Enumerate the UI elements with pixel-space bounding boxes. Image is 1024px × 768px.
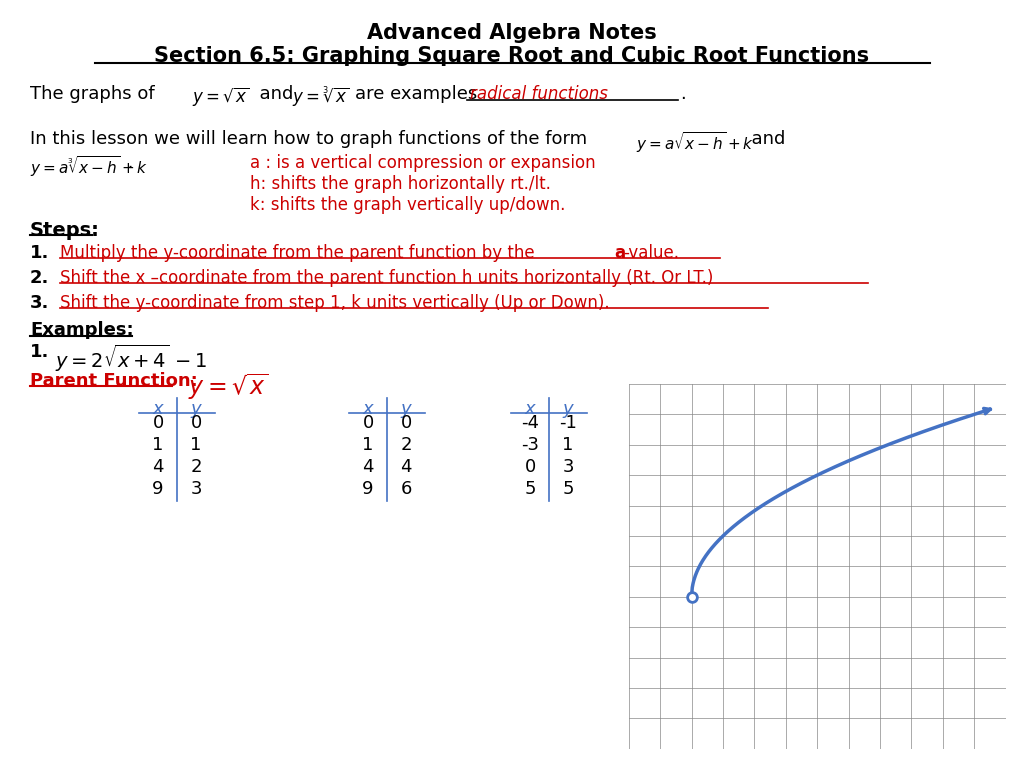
Text: 3.: 3. <box>30 294 49 312</box>
Text: 1: 1 <box>190 436 202 454</box>
Text: 0: 0 <box>153 414 164 432</box>
Text: x: x <box>153 400 163 418</box>
Text: 1: 1 <box>362 436 374 454</box>
Text: k: shifts the graph vertically up/down.: k: shifts the graph vertically up/down. <box>250 196 565 214</box>
Text: and: and <box>740 130 785 148</box>
Text: 1: 1 <box>562 436 573 454</box>
Text: -3: -3 <box>521 436 539 454</box>
Text: Shift the x –coordinate from the parent function h units horizontally (Rt. Or LT: Shift the x –coordinate from the parent … <box>60 269 714 287</box>
Text: 1.: 1. <box>30 343 49 361</box>
Text: a : is a vertical compression or expansion: a : is a vertical compression or expansi… <box>250 154 596 172</box>
Text: 4: 4 <box>153 458 164 476</box>
Text: .: . <box>122 154 133 172</box>
Text: Advanced Algebra Notes: Advanced Algebra Notes <box>368 23 656 43</box>
Text: 4: 4 <box>400 458 412 476</box>
Text: 5: 5 <box>524 480 536 498</box>
Text: 9: 9 <box>362 480 374 498</box>
Text: 9: 9 <box>153 480 164 498</box>
Text: $y = 2\sqrt{x+4}\,-1$: $y = 2\sqrt{x+4}\,-1$ <box>55 343 207 374</box>
Text: y: y <box>190 400 202 418</box>
Text: 0: 0 <box>400 414 412 432</box>
Text: -value.: -value. <box>623 244 679 262</box>
Text: 0: 0 <box>524 458 536 476</box>
Text: .: . <box>680 85 686 103</box>
Text: $y=a\sqrt{x-h}+k$: $y=a\sqrt{x-h}+k$ <box>636 130 754 155</box>
Text: The graphs of: The graphs of <box>30 85 155 103</box>
Text: and: and <box>248 85 293 103</box>
Text: -4: -4 <box>521 414 539 432</box>
Text: $y = \sqrt{x}$: $y = \sqrt{x}$ <box>188 372 268 402</box>
Text: 3: 3 <box>562 458 573 476</box>
Text: -1: -1 <box>559 414 577 432</box>
Text: 1: 1 <box>153 436 164 454</box>
Text: 0: 0 <box>362 414 374 432</box>
Text: Examples:: Examples: <box>30 321 133 339</box>
Text: x: x <box>524 400 536 418</box>
Text: 2: 2 <box>400 436 412 454</box>
Text: $y=a\sqrt[3]{x-h}+k$: $y=a\sqrt[3]{x-h}+k$ <box>30 154 148 179</box>
Text: 6: 6 <box>400 480 412 498</box>
Text: Section 6.5: Graphing Square Root and Cubic Root Functions: Section 6.5: Graphing Square Root and Cu… <box>155 46 869 66</box>
Text: Steps:: Steps: <box>30 221 100 240</box>
Text: 5: 5 <box>562 480 573 498</box>
Text: Parent Function:: Parent Function: <box>30 372 198 390</box>
Text: Shift the y-coordinate from step 1, k units vertically (Up or Down).: Shift the y-coordinate from step 1, k un… <box>60 294 609 312</box>
Text: 2.: 2. <box>30 269 49 287</box>
Text: 0: 0 <box>190 414 202 432</box>
Text: $y=\sqrt[3]{x}$: $y=\sqrt[3]{x}$ <box>292 85 349 109</box>
Text: 3: 3 <box>190 480 202 498</box>
Text: In this lesson we will learn how to graph functions of the form: In this lesson we will learn how to grap… <box>30 130 587 148</box>
Text: y: y <box>400 400 412 418</box>
Text: h: shifts the graph horizontally rt./lt.: h: shifts the graph horizontally rt./lt. <box>250 175 551 193</box>
Text: y: y <box>562 400 573 418</box>
Text: radical functions: radical functions <box>470 85 608 103</box>
Text: a: a <box>614 244 625 262</box>
Text: 2: 2 <box>190 458 202 476</box>
Text: are examples: are examples <box>355 85 477 103</box>
Text: 1.: 1. <box>30 244 49 262</box>
Text: 4: 4 <box>362 458 374 476</box>
Text: x: x <box>362 400 374 418</box>
Text: $y=\sqrt{x}$: $y=\sqrt{x}$ <box>193 85 249 108</box>
Text: Multiply the y-coordinate from the parent function by the: Multiply the y-coordinate from the paren… <box>60 244 540 262</box>
